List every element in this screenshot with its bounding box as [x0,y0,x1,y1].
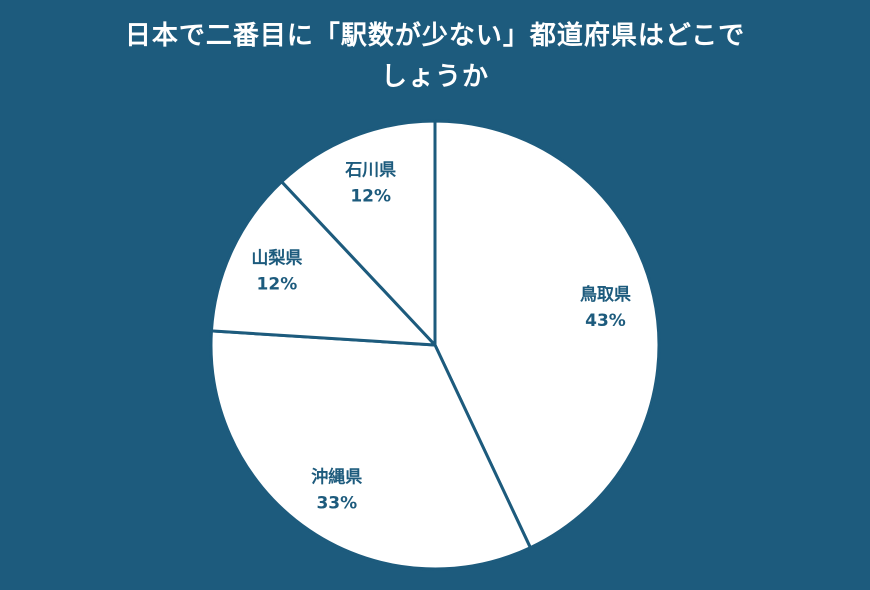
slice-category-label: 沖縄県 [311,467,362,488]
slice-category-label: 鳥取県 [580,284,631,305]
slice-label-4: 石川県 12% [344,161,396,207]
slice-percent-label: 12% [257,275,298,295]
pie-slice-1 [433,119,661,550]
pie-slice-4 [280,119,437,347]
page-title-line-2: しょうか [380,62,489,92]
slice-percent-label: 12% [350,187,391,207]
page-title-line-1: 日本で二番目に「駅数が少ない」都道府県はどこで [124,21,746,51]
slice-percent-label: 33% [316,494,357,514]
slice-label-3: 山梨県 12% [251,248,302,295]
slice-label-2: 沖縄県 33% [311,467,362,514]
slice-label-1: 鳥取県 43% [580,284,631,331]
pie-slice-2 [209,329,532,571]
page-title: 日本で二番目に「駅数が少ない」都道府県はどこで しょうか [0,16,870,98]
slice-category-label: 石川県 [344,161,396,181]
slice-category-label: 山梨県 [251,248,302,269]
slice-percent-label: 43% [585,311,626,331]
pie-slice-3 [209,180,437,347]
